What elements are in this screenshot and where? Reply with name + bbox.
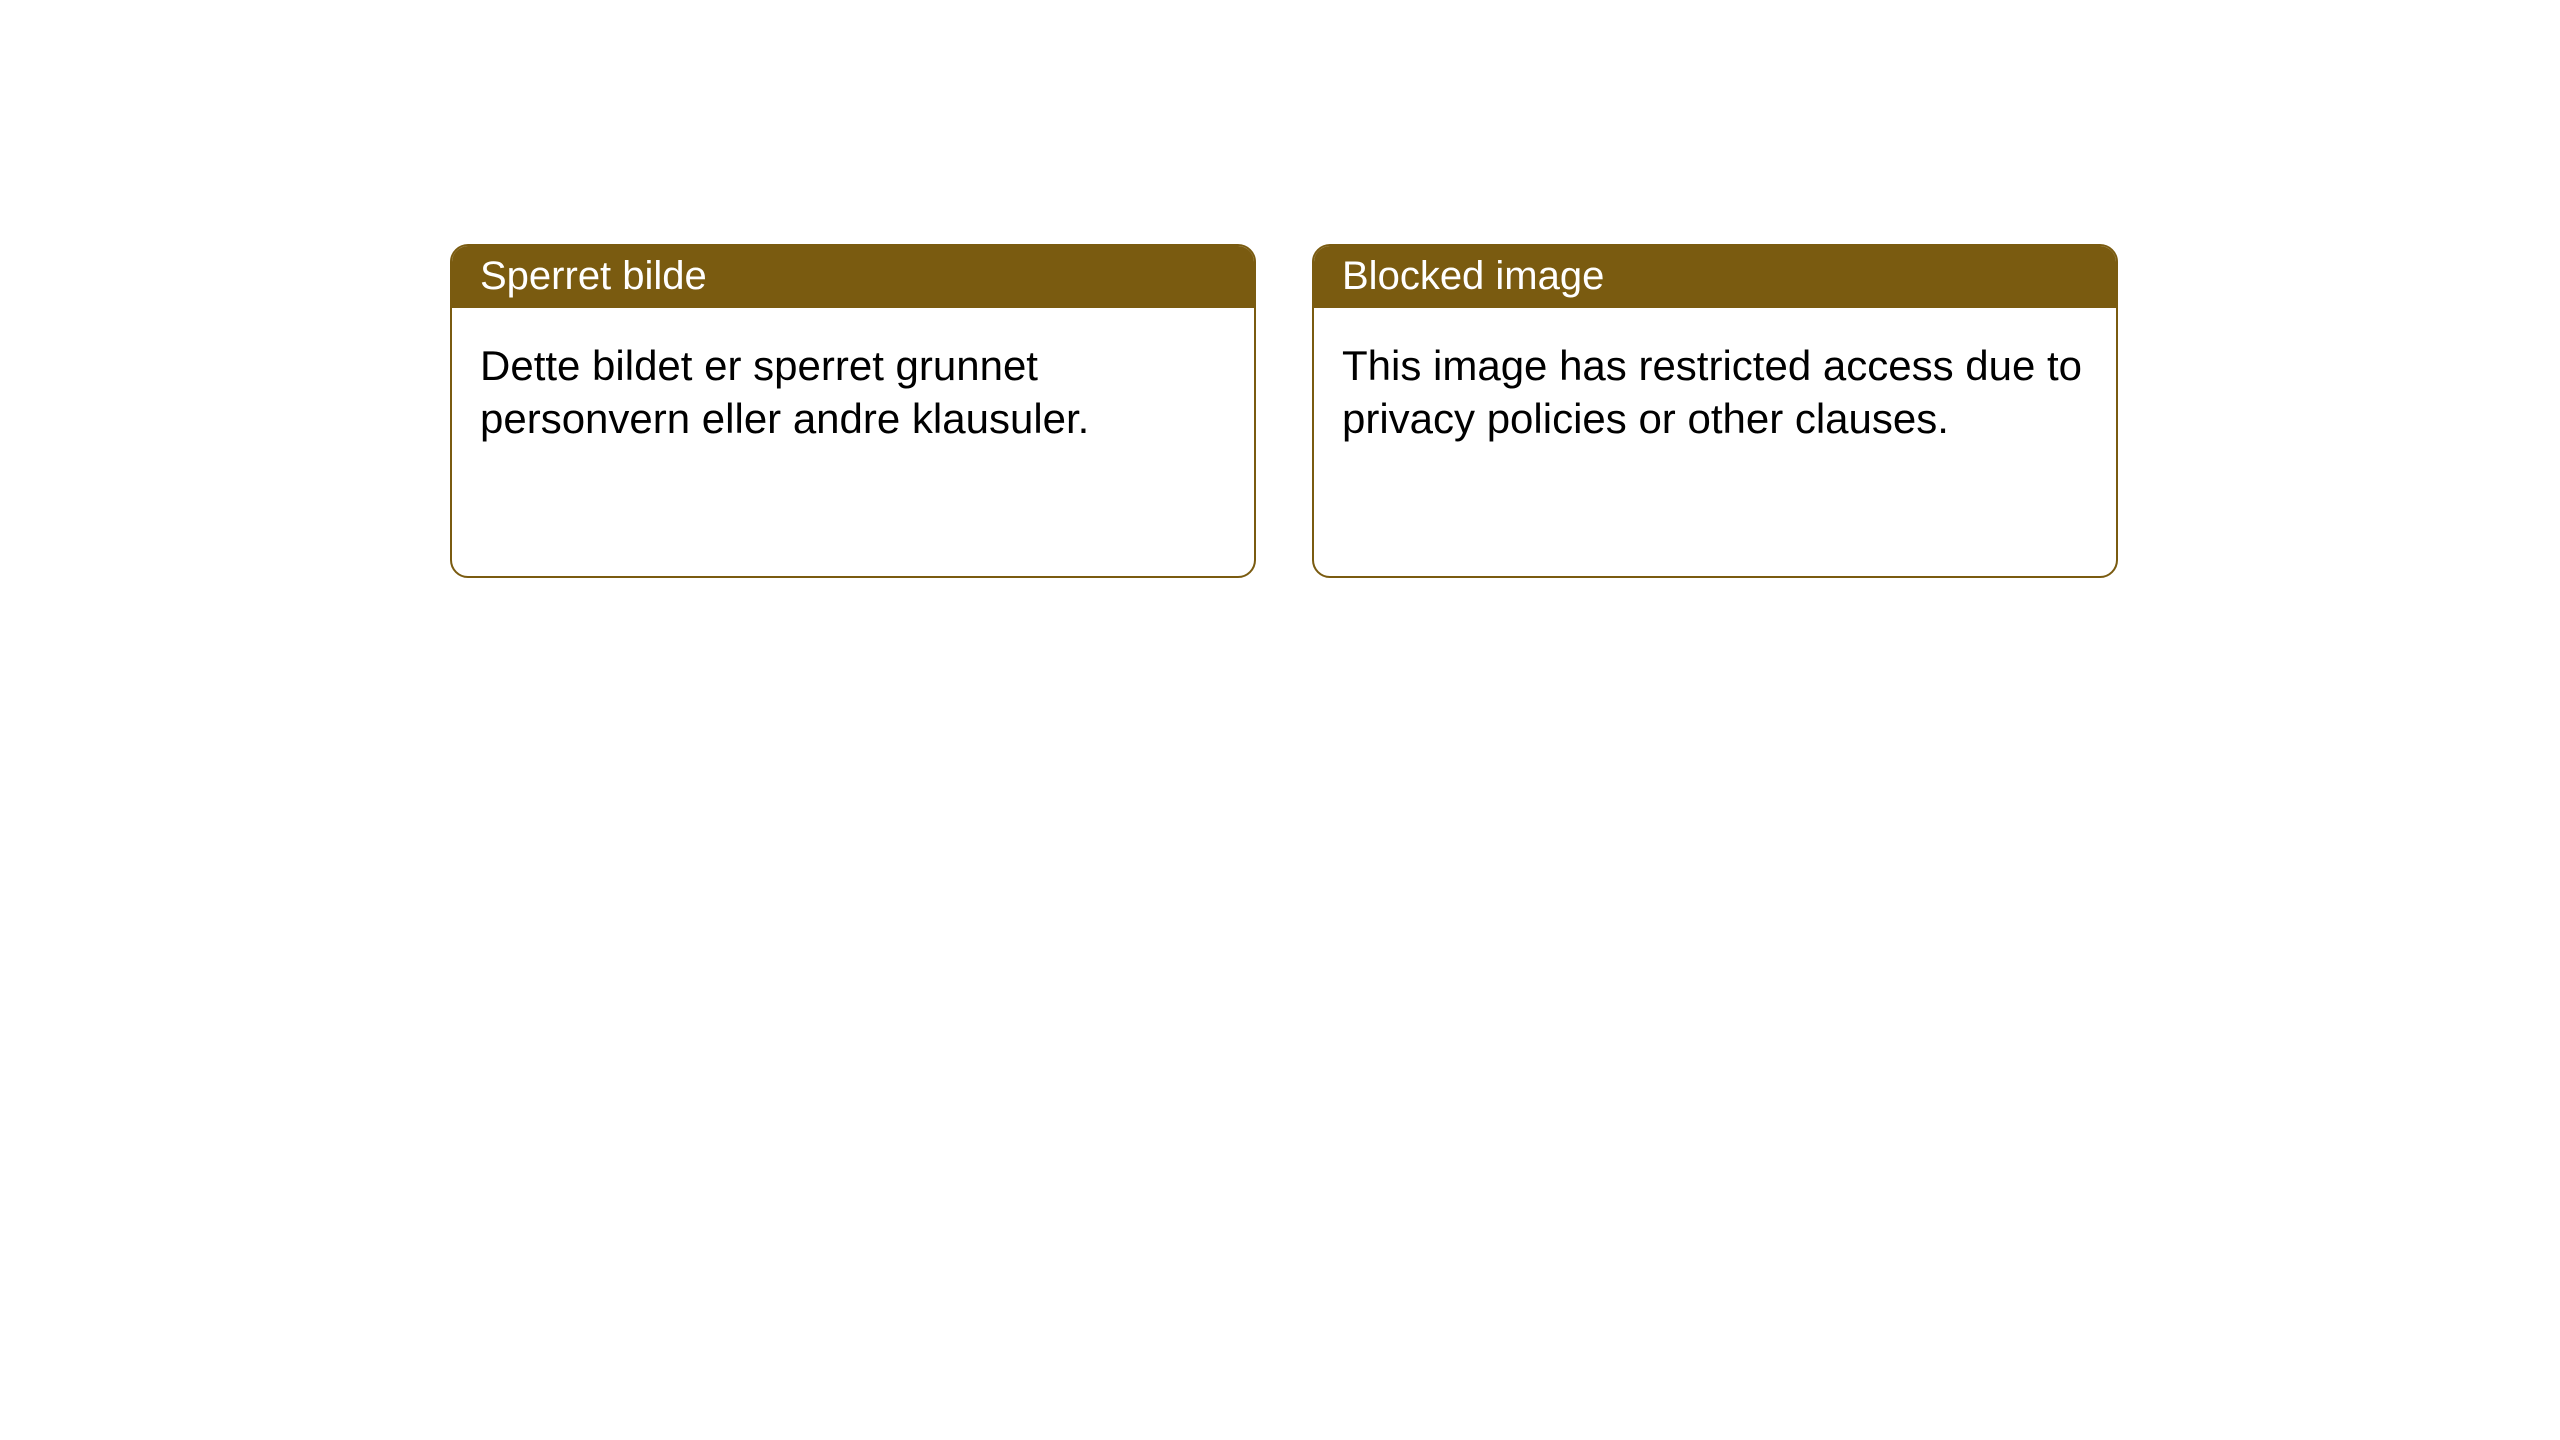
card-body-text-right: This image has restricted access due to …: [1342, 342, 2082, 442]
blocked-image-card-english: Blocked image This image has restricted …: [1312, 244, 2118, 578]
card-header-right: Blocked image: [1314, 246, 2116, 308]
card-body-left: Dette bildet er sperret grunnet personve…: [452, 308, 1254, 477]
card-body-text-left: Dette bildet er sperret grunnet personve…: [480, 342, 1089, 442]
card-body-right: This image has restricted access due to …: [1314, 308, 2116, 477]
blocked-image-card-norwegian: Sperret bilde Dette bildet er sperret gr…: [450, 244, 1256, 578]
card-header-left: Sperret bilde: [452, 246, 1254, 308]
card-title-right: Blocked image: [1342, 254, 1604, 299]
card-title-left: Sperret bilde: [480, 254, 707, 299]
notice-container: Sperret bilde Dette bildet er sperret gr…: [0, 0, 2560, 578]
